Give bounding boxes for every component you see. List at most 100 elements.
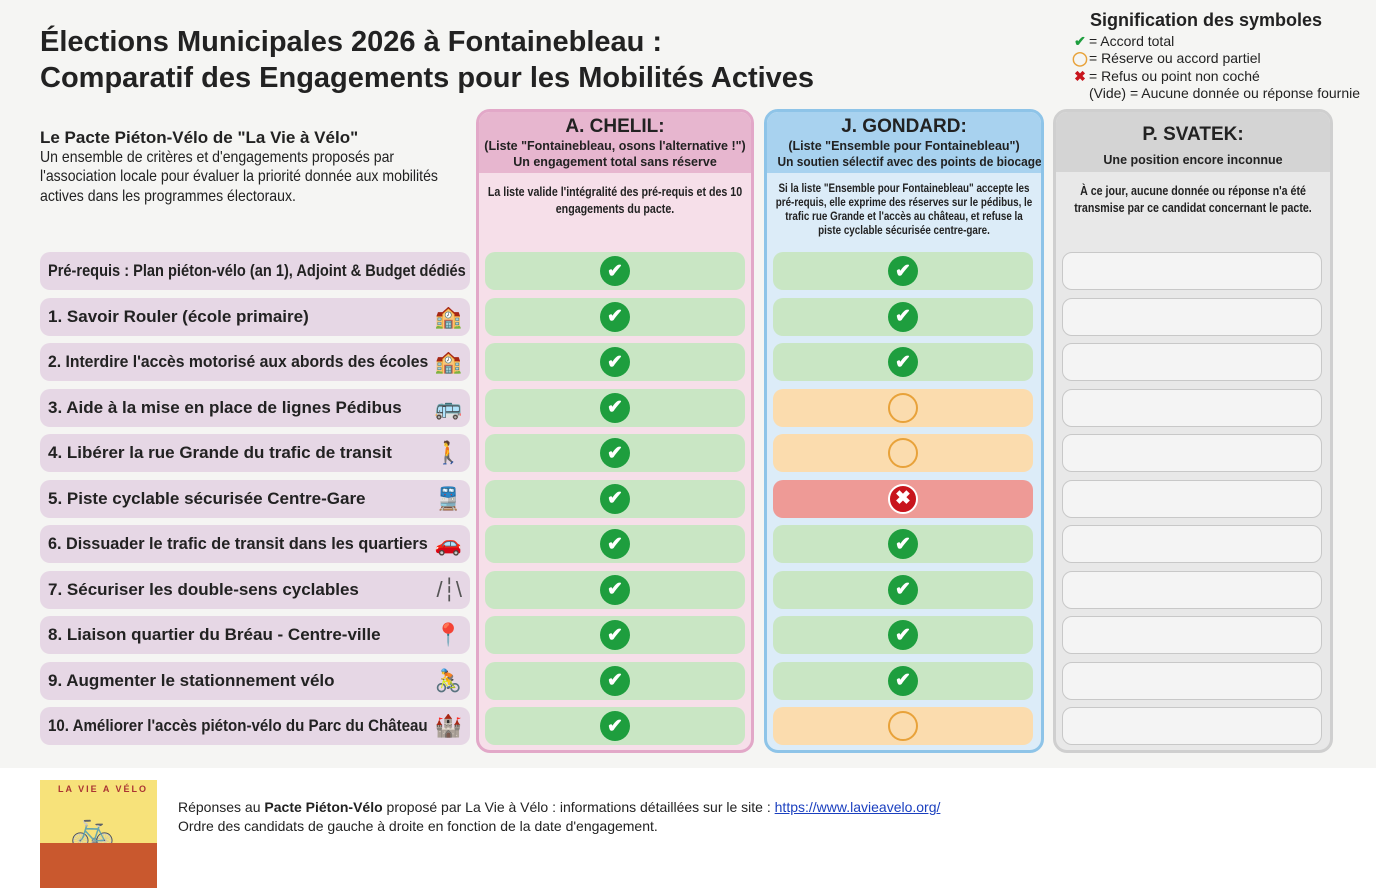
pact-text: Un ensemble de critères et d'engagements… — [40, 148, 438, 205]
answer-cell-empty — [1062, 661, 1322, 700]
legend-symbol-icon: ✖ — [1074, 67, 1086, 84]
pact-title: Le Pacte Piéton-Vélo de "La Vie à Vélo" — [40, 128, 359, 147]
candidate-summary: Un engagement total sans réserve — [513, 155, 717, 169]
answer-cell-yes: ✔ — [773, 661, 1033, 700]
legend-text: = Accord total — [1089, 32, 1175, 49]
candidate-column: J. GONDARD: (Liste "Ensemble pour Fontain… — [764, 109, 1044, 753]
circle-icon — [888, 438, 918, 468]
answer-cell-yes: ✔ — [485, 479, 745, 518]
check-icon: ✔ — [888, 256, 918, 286]
criterion-row: 3. Aide à la mise en place de lignes Péd… — [40, 388, 470, 427]
criterion-row: 8. Liaison quartier du Bréau - Centre-vi… — [40, 616, 470, 654]
legend-symbol-icon: ◯ — [1072, 50, 1088, 66]
circle-icon — [888, 392, 918, 423]
check-icon: ✔ — [600, 438, 630, 468]
logo-text: LA VIE A VÉLO — [58, 784, 149, 794]
criterion-label: 6. Dissuader le trafic de transit dans l… — [48, 534, 428, 553]
candidate-name: J. GONDARD: — [841, 116, 967, 137]
school-icon: 🏫 — [434, 349, 462, 374]
answer-cell-yes: ✔ — [773, 525, 1033, 563]
website-link[interactable]: https://www.lavieavelo.org/ — [774, 799, 941, 815]
answer-cell-empty — [1062, 297, 1322, 336]
pact-description: Le Pacte Piéton-Vélo de "La Vie à Vélo" … — [40, 128, 460, 206]
legend-symbol-icon: ✔ — [1074, 32, 1086, 49]
criterion-label: Pré-requis : Plan piéton-vélo (an 1), Ad… — [48, 261, 466, 280]
check-icon: ✔ — [600, 483, 630, 514]
criterion-row: 7. Sécuriser les double-sens cyclables /┆… — [40, 570, 470, 609]
check-icon: ✔ — [888, 301, 918, 332]
answer-cell-empty — [1062, 343, 1322, 381]
footer-bold: Pacte Piéton-Vélo — [264, 799, 383, 815]
answer-cell-partial — [773, 434, 1033, 472]
legend-item: (Vide) = Aucune donnée ou réponse fourni… — [1071, 85, 1367, 103]
answer-cell-empty — [1062, 434, 1322, 472]
check-icon: ✔ — [888, 620, 918, 650]
answer-cell-yes: ✔ — [773, 343, 1033, 381]
candidate-description: À ce jour, aucune donnée ou réponse n'a … — [1074, 183, 1312, 215]
candidate-description: La liste valide l'intégralité des pré-re… — [487, 184, 743, 216]
criterion-row: 6. Dissuader le trafic de transit dans l… — [40, 525, 470, 563]
criterion-label: 7. Sécuriser les double-sens cyclables — [48, 579, 359, 599]
criterion-label: 8. Liaison quartier du Bréau - Centre-vi… — [48, 625, 381, 644]
check-icon: ✔ — [600, 347, 630, 377]
answer-cell-yes: ✔ — [773, 252, 1033, 290]
answer-cell-empty — [1062, 525, 1322, 563]
symbol-legend: Signification des symboles ✔ = Accord tot… — [1071, 10, 1367, 103]
train-bike-icon: 🚆 — [434, 485, 462, 511]
answer-cell-empty — [1062, 388, 1322, 427]
bicycle-icon: 🚲 — [70, 808, 115, 849]
check-icon: ✔ — [600, 392, 630, 423]
footer-line-2: Ordre des candidats de gauche à droite e… — [178, 818, 658, 834]
criterion-row: Pré-requis : Plan piéton-vélo (an 1), Ad… — [40, 252, 470, 290]
answer-cell-yes: ✔ — [485, 525, 745, 563]
cyclist-icon: 🚴 — [434, 667, 462, 693]
answer-cell-empty — [1062, 479, 1322, 518]
castle-icon: 🏰 — [434, 713, 462, 738]
circle-icon — [888, 711, 918, 741]
map-pin-icon: 📍 — [434, 622, 462, 647]
car-icon: 🚗 — [434, 531, 462, 556]
legend-text: (Vide) = Aucune donnée ou réponse fourni… — [1089, 85, 1361, 101]
title-line-1: Élections Municipales 2026 à Fontaineble… — [40, 26, 663, 58]
road-icon: /┆\ — [436, 576, 462, 602]
footer-text: Réponses au Pacte Piéton-Vélo proposé pa… — [178, 798, 940, 836]
answer-cell-partial — [773, 707, 1033, 745]
answer-cell-empty — [1062, 252, 1322, 290]
check-icon: ✔ — [888, 665, 918, 696]
page-title: Élections Municipales 2026 à Fontaineble… — [40, 24, 1050, 96]
check-icon: ✔ — [600, 620, 630, 650]
legend-text: = Réserve ou accord partiel — [1089, 50, 1261, 66]
legend-title: Signification des symboles — [1090, 10, 1323, 30]
la-vie-a-velo-logo: LA VIE A VÉLO 🚲 — [40, 780, 157, 888]
criterion-row: 2. Interdire l'accès motorisé aux abords… — [40, 343, 470, 381]
answer-cell-yes: ✔ — [773, 570, 1033, 609]
answer-cell-empty — [1062, 570, 1322, 609]
answer-cell-yes: ✔ — [485, 570, 745, 609]
candidate-description: Si la liste "Ensemble pour Fontainebleau… — [775, 181, 1033, 237]
criterion-label: 9. Augmenter le stationnement vélo — [48, 670, 335, 690]
answer-cell-yes: ✔ — [773, 297, 1033, 336]
candidate-name: A. CHELIL: — [565, 116, 665, 137]
pedestrian-bike-icon: 🚶 — [434, 440, 462, 465]
answer-cell-yes: ✔ — [485, 661, 745, 700]
criterion-row: 1. Savoir Rouler (école primaire) 🏫 — [40, 297, 470, 336]
answer-cell-yes: ✔ — [773, 616, 1033, 654]
bus-icon: 🚌 — [434, 394, 462, 420]
candidate-list: (Liste "Fontainebleau, osons l'alternati… — [484, 139, 746, 153]
answer-cell-empty — [1062, 707, 1322, 745]
title-line-2: Comparatif des Engagements pour les Mobi… — [40, 62, 815, 94]
school-icon: 🏫 — [434, 303, 462, 329]
answer-cell-yes: ✔ — [485, 343, 745, 381]
check-icon: ✔ — [600, 574, 630, 605]
answer-cell-yes: ✔ — [485, 707, 745, 745]
check-icon: ✔ — [600, 301, 630, 332]
answer-cell-empty — [1062, 616, 1322, 654]
check-icon: ✔ — [888, 347, 918, 377]
candidate-list: (Liste "Ensemble pour Fontainebleau") — [788, 139, 1020, 153]
check-icon: ✔ — [888, 574, 918, 605]
criterion-label: 10. Améliorer l'accès piéton-vélo du Par… — [48, 716, 428, 735]
criterion-label: 1. Savoir Rouler (école primaire) — [48, 306, 309, 326]
criterion-row: 4. Libérer la rue Grande du trafic de tr… — [40, 434, 470, 472]
answer-cell-yes: ✔ — [485, 388, 745, 427]
criterion-row: 9. Augmenter le stationnement vélo 🚴 — [40, 661, 470, 700]
